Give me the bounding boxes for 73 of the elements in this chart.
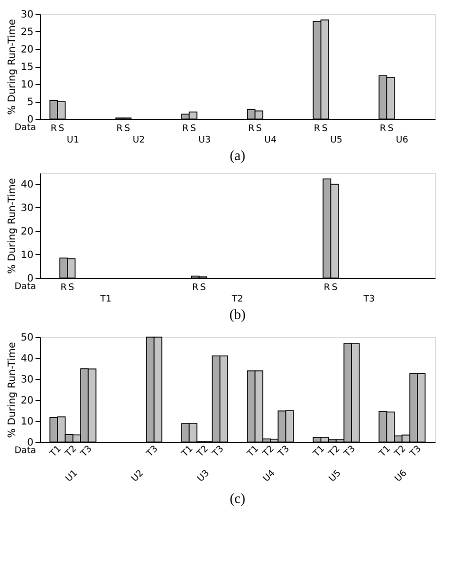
x-tick-label: U2 — [130, 468, 146, 484]
text: S — [124, 124, 130, 134]
y-tick-label: 20 — [20, 396, 34, 406]
y-tick-label: 30 — [20, 10, 34, 20]
text: T3 — [145, 444, 160, 460]
y-tick-label: 30 — [20, 374, 34, 386]
series-label: R — [50, 124, 57, 134]
text: R — [248, 124, 254, 134]
text: R — [192, 283, 198, 293]
text: S — [256, 124, 262, 134]
x-tick-label: U4 — [262, 468, 278, 484]
x-tick-label: U1 — [66, 136, 80, 146]
x-tick-label: T3 — [362, 294, 375, 304]
text: S — [190, 124, 196, 134]
y-axis-title: % During Run-Time — [6, 178, 18, 274]
x-axis-title: Data — [14, 446, 36, 456]
text: R — [314, 124, 320, 134]
text: T3 — [276, 444, 292, 460]
y-axis-title: % During Run-Time — [6, 342, 18, 438]
text: T3 — [210, 444, 226, 460]
series-label: S — [68, 283, 74, 293]
text: T3 — [408, 444, 424, 460]
y-axis-title: % During Run-Time — [6, 19, 18, 115]
y-tick-label: 40 — [20, 179, 34, 190]
y-tick-label: 40 — [20, 354, 34, 364]
y-tick-label: 50 — [20, 332, 34, 344]
text: S — [388, 124, 394, 134]
text: S — [200, 283, 206, 293]
text: (a) — [230, 149, 246, 164]
y-tick-label: 20 — [20, 226, 34, 238]
text: T2 — [196, 444, 211, 460]
text: T1 — [311, 444, 327, 460]
y-tick-label: 5 — [27, 97, 34, 108]
x-tick-label: U3 — [198, 136, 211, 146]
x-axis-title: Data — [14, 123, 36, 133]
series-label: S — [58, 124, 65, 134]
text: T2 — [393, 444, 408, 460]
series-label: R — [60, 283, 67, 293]
x-tick-label: U1 — [64, 468, 80, 484]
x-tick-label: U2 — [132, 136, 145, 146]
text: R — [116, 124, 123, 134]
text: S — [322, 124, 328, 134]
y-tick-label: 30 — [20, 202, 34, 214]
text: T3 — [79, 444, 94, 460]
text: T1 — [48, 444, 64, 460]
text: R — [380, 124, 386, 134]
text: (b) — [229, 308, 246, 323]
y-tick-label: 20 — [20, 44, 34, 56]
x-tick-label: U5 — [330, 136, 342, 146]
x-tick-label: U6 — [393, 468, 410, 484]
text: S — [332, 283, 338, 293]
text: T1 — [378, 444, 393, 460]
x-tick-label: T1 — [99, 294, 112, 304]
text: R — [324, 283, 330, 293]
text: T3 — [342, 444, 358, 460]
y-tick-label: 15 — [20, 62, 34, 73]
y-tick-label: 10 — [20, 250, 34, 261]
x-tick-label: U5 — [328, 468, 344, 484]
x-tick-label: T2 — [230, 294, 244, 304]
x-axis-title: Data — [14, 282, 36, 292]
text: T2 — [261, 444, 276, 460]
text: T2 — [326, 444, 342, 460]
text: T1 — [246, 444, 262, 460]
y-tick-label: 10 — [20, 416, 34, 428]
x-tick-label: U4 — [264, 136, 277, 146]
y-tick-label: 25 — [20, 27, 34, 38]
x-tick-label: U3 — [196, 468, 212, 484]
text: T1 — [180, 444, 196, 460]
text: R — [182, 124, 189, 134]
x-tick-label: U6 — [396, 136, 409, 146]
text: (c) — [230, 492, 246, 507]
y-tick-label: 10 — [20, 80, 34, 90]
text: T2 — [64, 444, 79, 460]
